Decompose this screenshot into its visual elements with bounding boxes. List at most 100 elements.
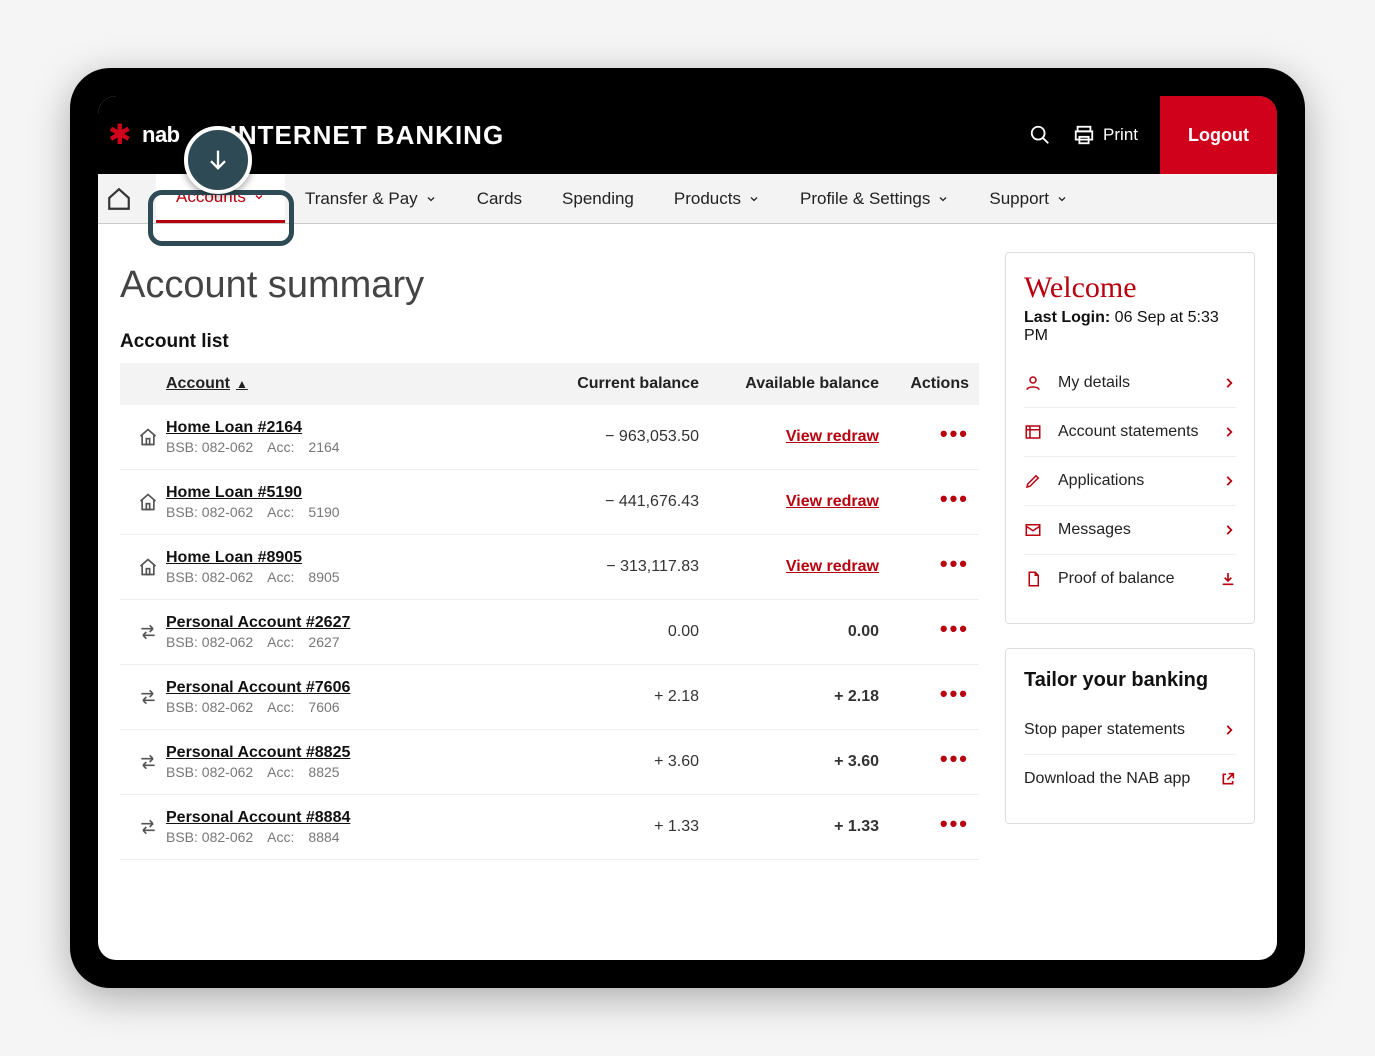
account-name-link[interactable]: Personal Account #2627 <box>166 614 519 632</box>
view-redraw-link[interactable]: View redraw <box>786 428 879 445</box>
nav-item-cards[interactable]: Cards <box>457 174 542 223</box>
transfer-icon <box>138 752 158 772</box>
col-header-available: Available balance <box>699 375 879 393</box>
available-balance: 0.00 <box>848 623 879 640</box>
print-button[interactable]: Print <box>1073 124 1138 146</box>
chevron-down-icon <box>425 193 437 205</box>
brand-name: nab <box>142 122 180 148</box>
account-row: Personal Account #8884BSB: 082-062Acc:88… <box>120 795 979 860</box>
account-subtext: BSB: 082-062Acc:8905 <box>166 569 519 585</box>
welcome-heading: Welcome <box>1024 273 1236 303</box>
account-name-link[interactable]: Personal Account #8884 <box>166 809 519 827</box>
current-balance: + 3.60 <box>519 753 699 771</box>
sidebar-item-label: Applications <box>1058 472 1144 490</box>
row-actions-menu[interactable]: ••• <box>940 421 969 446</box>
row-actions-menu[interactable]: ••• <box>940 486 969 511</box>
nav-item-support[interactable]: Support <box>969 174 1088 223</box>
sidebar-item-messages[interactable]: Messages <box>1024 505 1236 554</box>
account-subtext: BSB: 082-062Acc:5190 <box>166 504 519 520</box>
account-name-link[interactable]: Home Loan #8905 <box>166 549 519 567</box>
chevron-right-icon <box>1222 723 1236 737</box>
account-row: Personal Account #2627 BSB: 082-062Acc:26… <box>120 600 979 665</box>
nav-item-products[interactable]: Products <box>654 174 780 223</box>
print-label: Print <box>1103 125 1138 145</box>
download-icon <box>1220 571 1236 587</box>
tailor-panel: Tailor your banking Stop paper statement… <box>1005 648 1255 824</box>
account-subtext: BSB: 082-062Acc:2627 <box>166 634 519 650</box>
side-column: Welcome Last Login: 06 Sep at 5:33 PM My… <box>1005 252 1255 960</box>
sidebar-item-label: Account statements <box>1058 423 1199 441</box>
current-balance: + 2.18 <box>519 688 699 706</box>
view-redraw-link[interactable]: View redraw <box>786 493 879 510</box>
current-balance: + 1.33 <box>519 818 699 836</box>
account-name-link[interactable]: Home Loan #5190 <box>166 484 519 502</box>
row-actions-menu[interactable]: ••• <box>940 681 969 706</box>
sidebar-item-my-details[interactable]: My details <box>1024 359 1236 407</box>
current-balance: − 441,676.43 <box>519 493 699 511</box>
mail-icon <box>1024 521 1044 539</box>
account-subtext: BSB: 082-062Acc:2164 <box>166 439 519 455</box>
chevron-down-icon <box>748 193 760 205</box>
search-icon <box>1029 124 1051 146</box>
chevron-right-icon <box>1222 523 1236 537</box>
home-loan-icon <box>138 557 158 577</box>
sidebar-item-account-statements[interactable]: Account statements <box>1024 407 1236 456</box>
nav-item-transfer-pay[interactable]: Transfer & Pay <box>285 174 457 223</box>
sidebar-item-label: Stop paper statements <box>1024 721 1185 739</box>
sidebar-item-applications[interactable]: Applications <box>1024 456 1236 505</box>
home-icon[interactable] <box>106 186 132 212</box>
available-balance: + 2.18 <box>834 688 879 705</box>
chevron-down-icon <box>253 191 265 203</box>
transfer-icon <box>138 687 158 707</box>
logout-button[interactable]: Logout <box>1160 96 1277 174</box>
account-name-link[interactable]: Personal Account #8825 <box>166 744 519 762</box>
page-title: Account summary <box>120 264 979 307</box>
nav-item-profile-settings[interactable]: Profile & Settings <box>780 174 969 223</box>
account-row: Personal Account #7606 BSB: 082-062Acc:76… <box>120 665 979 730</box>
chevron-down-icon <box>1056 193 1068 205</box>
search-button[interactable] <box>1029 124 1051 146</box>
sidebar-links: My details Account statements Applications… <box>1024 359 1236 603</box>
col-header-account[interactable]: Account ▲ <box>166 375 248 393</box>
sort-asc-icon: ▲ <box>236 377 248 391</box>
account-row: Home Loan #5190 BSB: 082-062Acc:5190− 441… <box>120 470 979 535</box>
tailor-heading: Tailor your banking <box>1024 669 1236 692</box>
sidebar-item-stop-paper-statements[interactable]: Stop paper statements <box>1024 706 1236 754</box>
app-title: INTERNET BANKING <box>230 120 505 151</box>
col-header-actions: Actions <box>879 375 969 393</box>
transfer-icon <box>138 817 158 837</box>
view-redraw-link[interactable]: View redraw <box>786 558 879 575</box>
account-row: Personal Account #8825 BSB: 082-062Acc:88… <box>120 730 979 795</box>
row-actions-menu[interactable]: ••• <box>940 811 969 836</box>
account-row: Home Loan #8905BSB: 082-062Acc:8905− 313… <box>120 535 979 600</box>
main-column: Account summary Account list Account ▲ C… <box>120 252 979 960</box>
account-name-link[interactable]: Personal Account #7606 <box>166 679 519 697</box>
brand-logo[interactable]: ✱ nab <box>108 121 180 149</box>
home-loan-icon <box>138 492 158 512</box>
account-subtext: BSB: 082-062Acc:7606 <box>166 699 519 715</box>
account-row: Home Loan #2164 BSB: 082-062Acc:2164− 963… <box>120 405 979 470</box>
row-actions-menu[interactable]: ••• <box>940 551 969 576</box>
chevron-right-icon <box>1222 425 1236 439</box>
row-actions-menu[interactable]: ••• <box>940 746 969 771</box>
col-header-current: Current balance <box>519 375 699 393</box>
print-icon <box>1073 124 1095 146</box>
account-name-link[interactable]: Home Loan #2164 <box>166 419 519 437</box>
accounts-table-header: Account ▲ Current balance Available bala… <box>120 363 979 405</box>
chevron-right-icon <box>1222 376 1236 390</box>
account-subtext: BSB: 082-062Acc:8825 <box>166 764 519 780</box>
arrow-down-icon <box>204 146 232 174</box>
sidebar-item-download-the-nab-app[interactable]: Download the NAB app <box>1024 754 1236 803</box>
current-balance: − 963,053.50 <box>519 428 699 446</box>
sidebar-item-label: My details <box>1058 374 1130 392</box>
accounts-table-body: Home Loan #2164 BSB: 082-062Acc:2164− 963… <box>120 405 979 860</box>
edit-icon <box>1024 472 1044 490</box>
nav-item-spending[interactable]: Spending <box>542 174 654 223</box>
nab-star-icon: ✱ <box>108 121 136 149</box>
sidebar-item-proof-of-balance[interactable]: Proof of balance <box>1024 554 1236 603</box>
sidebar-item-label: Messages <box>1058 521 1131 539</box>
content-area: Account summary Account list Account ▲ C… <box>98 224 1277 960</box>
chevron-down-icon <box>937 193 949 205</box>
row-actions-menu[interactable]: ••• <box>940 616 969 641</box>
top-bar: ✱ nab INTERNET BANKING Print Logout <box>98 96 1277 174</box>
